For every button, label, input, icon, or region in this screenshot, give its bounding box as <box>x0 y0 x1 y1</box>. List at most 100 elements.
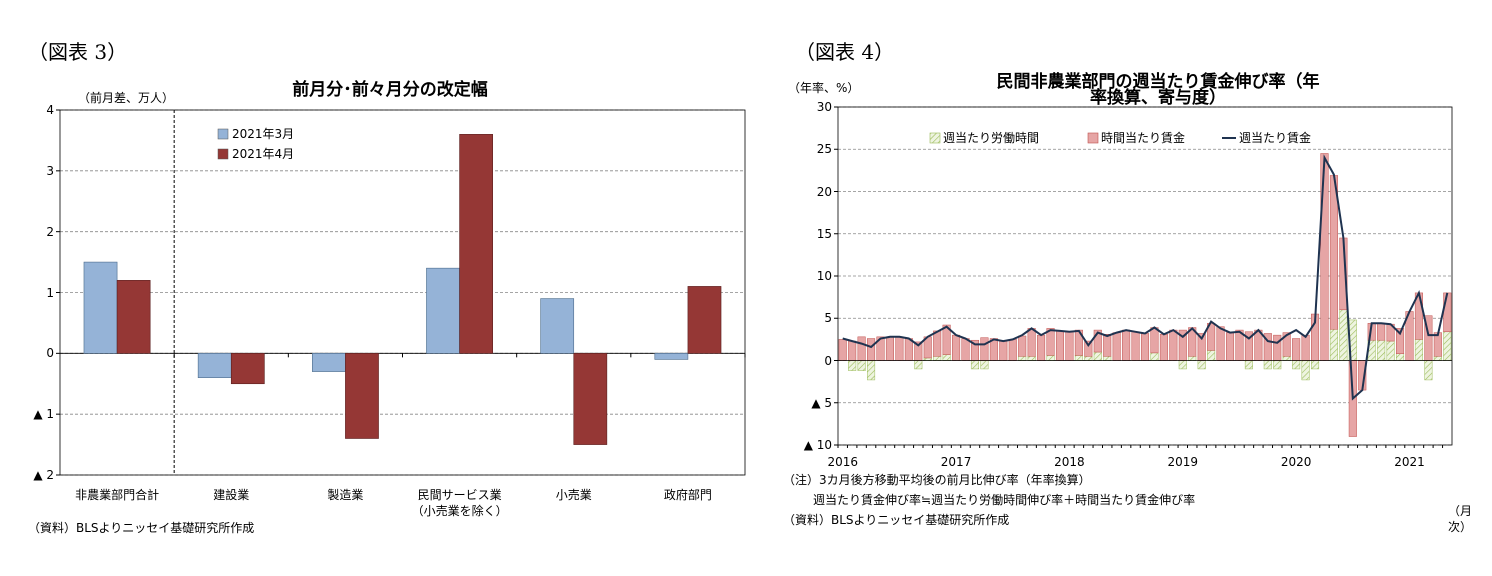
x-tick-label: 2018 <box>1054 455 1085 469</box>
bar <box>345 353 379 439</box>
legend-swatch <box>217 148 229 160</box>
bar-segment <box>1311 360 1320 370</box>
bar-segment <box>1207 350 1216 361</box>
bar <box>312 353 346 372</box>
plot-frame <box>837 106 1453 446</box>
bar-segment <box>1339 309 1348 361</box>
bar-segment <box>848 340 857 361</box>
bar-segment <box>1008 339 1017 361</box>
bar-segment <box>1188 356 1197 361</box>
x-axis-label: （月次） <box>1447 504 1472 534</box>
x-tick-label: 政府部門 <box>663 488 712 502</box>
bar-segment <box>1159 334 1168 361</box>
x-tick-label: 製造業 <box>327 488 364 502</box>
bar <box>459 134 493 354</box>
y-tick-label: 20 <box>816 184 832 199</box>
bar-segment <box>942 354 951 361</box>
bar-segment <box>1093 329 1102 353</box>
bar-segment <box>1169 329 1178 361</box>
chart-header: （図表 3） <box>28 40 128 64</box>
bar-segment <box>961 338 970 361</box>
x-tick-label: 2019 <box>1167 455 1199 469</box>
y-tick-label: 30 <box>816 100 832 114</box>
bar-segment <box>1046 328 1055 356</box>
bar-segment <box>1074 355 1083 361</box>
x-tick-label: 民間サービス業 （小売業を除く） <box>411 488 508 518</box>
y-tick-label: 5 <box>824 311 832 326</box>
bar-segment <box>1103 334 1112 357</box>
bar-segment <box>1018 335 1027 357</box>
bar-segment <box>914 360 923 370</box>
legend-label: 2021年3月 <box>232 127 295 141</box>
note: 週当たり賃金伸び率≒週当たり労働時間伸び率＋時間当たり賃金伸び率 <box>813 493 1196 507</box>
bar-segment <box>1443 331 1452 361</box>
bar-segment <box>1112 332 1121 361</box>
bar-segment <box>980 337 989 361</box>
bar-segment <box>1377 339 1386 361</box>
bar-segment <box>980 360 989 370</box>
bar-segment <box>1065 331 1074 361</box>
bar-segment <box>1263 360 1272 370</box>
bar-segment <box>1055 330 1065 361</box>
bar <box>83 261 118 354</box>
bar-segment <box>933 330 942 357</box>
legend-label: 週当たり労働時間 <box>943 131 1040 145</box>
bar-segment <box>1377 323 1386 341</box>
bar <box>654 353 689 360</box>
bar-segment <box>942 324 951 355</box>
y-tick-label: ▲ 5 <box>811 395 832 410</box>
bar-segment <box>838 339 847 361</box>
bar-segment <box>885 336 894 361</box>
bar-segment <box>1443 292 1452 333</box>
y-tick-label: ▲ 10 <box>803 438 832 452</box>
x-tick-label: 2021 <box>1394 455 1425 469</box>
chart-header: （図表 4） <box>795 40 895 64</box>
bar-segment <box>1037 334 1046 361</box>
bar-segment <box>1244 360 1253 370</box>
bar-segment <box>1027 328 1036 357</box>
bar-segment <box>1178 360 1187 370</box>
y-tick-label: 1 <box>46 285 54 300</box>
legend-swatch <box>929 132 941 144</box>
bar <box>197 353 232 378</box>
bar-segment <box>1433 332 1442 357</box>
bar-segment <box>1396 353 1405 361</box>
bar-segment <box>1084 340 1093 357</box>
y-tick-label: 4 <box>46 103 54 117</box>
bar-segment <box>1103 356 1112 361</box>
y-axis-label: （前月差、万人） <box>78 91 175 105</box>
bar-segment <box>857 360 866 371</box>
bar <box>116 280 151 354</box>
bar-segment <box>1131 331 1140 361</box>
bar-segment <box>1396 328 1405 354</box>
x-tick-label: 2016 <box>827 455 858 469</box>
legend-box <box>915 128 1345 148</box>
bar <box>426 267 460 354</box>
bar-segment <box>1386 340 1395 361</box>
bar-segment <box>970 360 979 370</box>
bar-segment <box>1216 326 1225 361</box>
x-tick-label: 2020 <box>1280 455 1312 469</box>
bar-segment <box>1301 360 1310 381</box>
bar-segment <box>1292 360 1301 370</box>
x-tick-label: 建設業 <box>213 488 250 502</box>
x-tick-label: 小売業 <box>555 488 592 502</box>
bar-segment <box>1273 360 1282 370</box>
x-tick-label: 2017 <box>940 455 972 469</box>
bar-segment <box>1027 356 1036 361</box>
bar-segment <box>1093 351 1102 361</box>
y-axis-label: （年率、%） <box>788 81 860 95</box>
bar-segment <box>1282 356 1291 361</box>
bar-segment <box>952 334 961 361</box>
bar-segment <box>1329 328 1338 361</box>
bar-segment <box>895 336 904 361</box>
bar-segment <box>867 360 876 381</box>
bar-segment <box>1197 360 1206 370</box>
line <box>842 154 1449 401</box>
bar-segment <box>1046 355 1055 361</box>
bar-segment <box>1433 356 1442 361</box>
y-tick-label: 10 <box>816 269 832 283</box>
legend-label: 時間当たり賃金 <box>1101 131 1186 145</box>
